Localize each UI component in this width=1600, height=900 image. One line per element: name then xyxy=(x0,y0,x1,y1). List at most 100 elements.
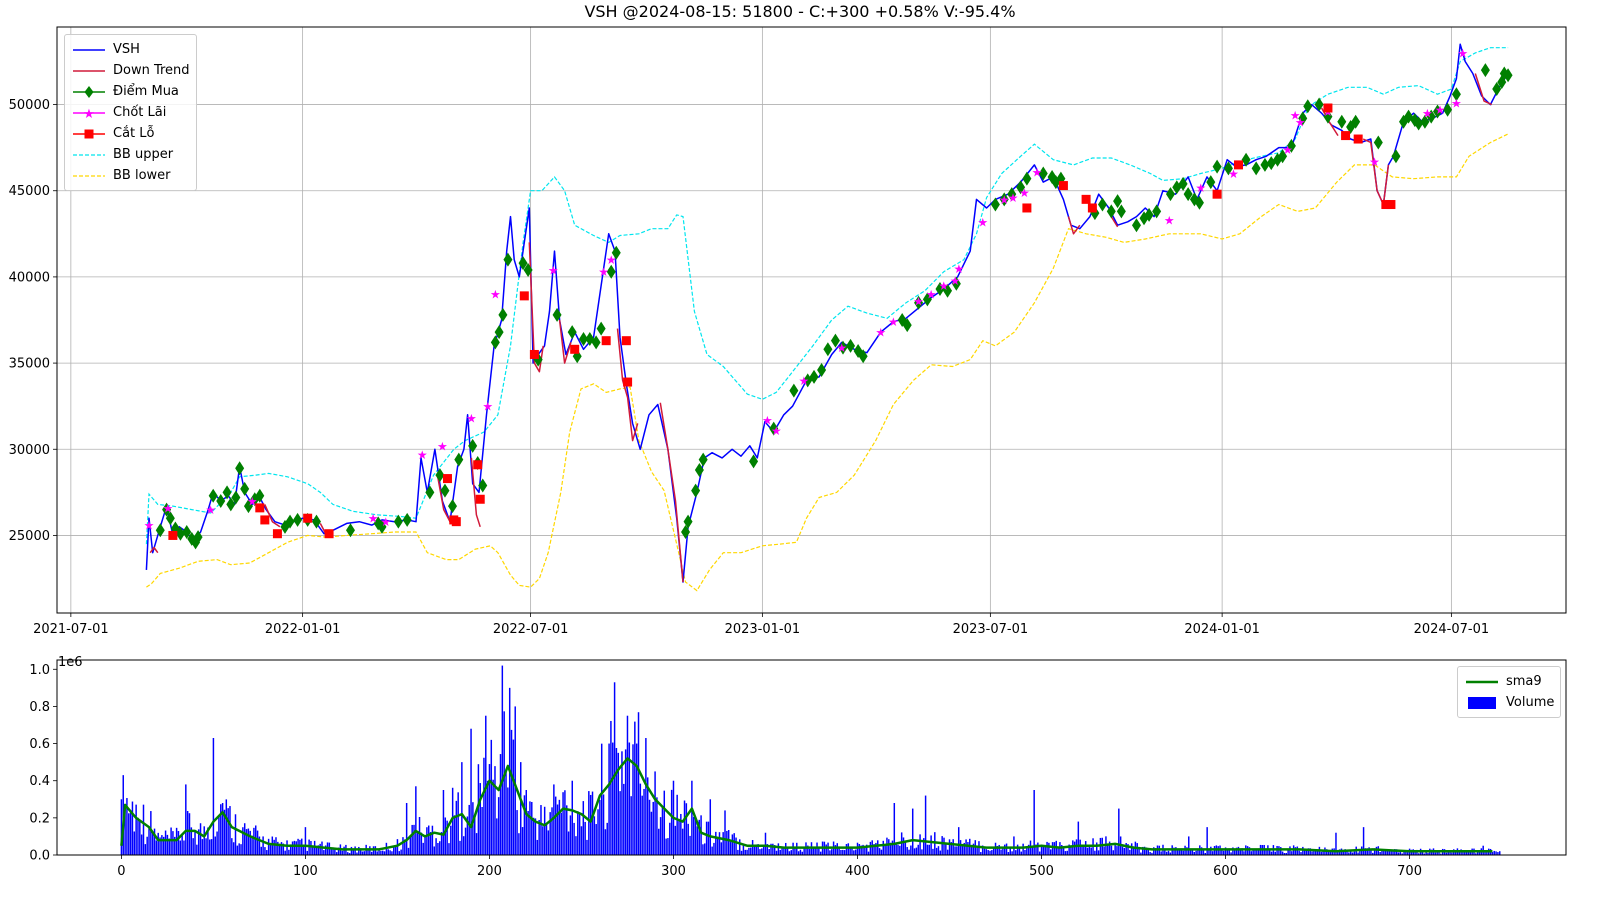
volume-bar xyxy=(1449,850,1451,855)
buy-point-marker xyxy=(999,192,1009,207)
legend-label: Điểm Mua xyxy=(113,84,179,99)
volume-bar xyxy=(249,830,251,855)
volume-bar xyxy=(133,831,136,855)
legend-item-buy: Điểm Mua xyxy=(71,81,190,102)
legend-diamond-icon xyxy=(71,85,107,99)
volume-bar xyxy=(525,790,527,855)
volume-bar xyxy=(1084,841,1087,855)
buy-point-marker xyxy=(1323,109,1333,124)
volume-bar xyxy=(687,823,689,855)
buy-point-marker xyxy=(1451,87,1461,102)
volume-bar xyxy=(501,665,504,855)
volume-bar xyxy=(860,845,862,855)
volume-bar xyxy=(319,843,321,855)
volume-bar xyxy=(475,833,478,855)
buy-point-marker xyxy=(1165,187,1175,202)
volume-bar xyxy=(705,821,708,855)
volume-bar xyxy=(234,814,237,855)
volume-bar xyxy=(472,802,474,855)
volume-bar xyxy=(446,820,448,855)
x-tick-label: 2024-07-01 xyxy=(1414,622,1490,637)
buy-point-marker xyxy=(345,523,355,538)
volume-bar xyxy=(891,840,894,855)
volume-bar xyxy=(181,835,183,855)
volume-bar xyxy=(1024,849,1026,855)
volume-bar xyxy=(1130,843,1133,855)
volume-y-tick-label: 0.6 xyxy=(29,737,50,752)
volume-bar xyxy=(961,845,964,855)
take-profit-marker: ★ xyxy=(490,288,501,302)
volume-bar xyxy=(873,844,875,855)
volume-bar xyxy=(323,850,325,855)
volume-bar xyxy=(1305,849,1308,855)
volume-bar xyxy=(492,779,494,855)
volume-bar xyxy=(750,847,752,855)
volume-bar xyxy=(768,849,770,855)
volume-bar xyxy=(773,845,776,855)
volume-bar xyxy=(1421,852,1424,855)
volume-bar xyxy=(900,832,903,855)
volume-bar xyxy=(1265,848,1267,855)
volume-bar xyxy=(1143,846,1146,855)
buy-point-marker xyxy=(393,514,403,529)
volume-bar xyxy=(201,839,204,855)
volume-bar xyxy=(1348,852,1350,855)
volume-bar xyxy=(1475,853,1477,855)
volume-bar xyxy=(888,839,890,855)
volume-bar xyxy=(1108,841,1111,855)
volume-bar xyxy=(1379,851,1381,855)
y-tick-label: 50000 xyxy=(9,98,50,113)
volume-bar xyxy=(1114,845,1116,855)
volume-bar xyxy=(168,838,170,855)
volume-bar xyxy=(229,806,231,855)
volume-bar xyxy=(724,810,726,855)
volume-bar xyxy=(661,806,664,855)
volume-bar xyxy=(1044,845,1046,855)
legend-item-volume: Volume xyxy=(1464,692,1554,713)
volume-bar xyxy=(814,847,816,855)
volume-bar xyxy=(1270,851,1273,855)
volume-y-tick-label: 0.0 xyxy=(29,849,50,864)
take-profit-marker: ★ xyxy=(598,265,609,279)
volume-bar xyxy=(889,842,892,855)
volume-bar xyxy=(1037,842,1039,855)
volume-bar xyxy=(578,814,581,855)
volume-bar xyxy=(207,827,209,855)
volume-bar xyxy=(1495,851,1497,855)
volume-bar xyxy=(1335,832,1337,855)
volume-bar xyxy=(838,846,840,855)
volume-bar xyxy=(1309,848,1311,855)
volume-bar xyxy=(186,811,189,855)
volume-bar xyxy=(1289,846,1291,855)
volume-bar xyxy=(1478,851,1481,855)
volume-bar xyxy=(547,830,550,855)
volume-bar xyxy=(1427,852,1429,855)
volume-bar xyxy=(286,840,288,855)
volume-bar xyxy=(354,846,356,855)
volume-bar xyxy=(1132,846,1135,855)
volume-bar xyxy=(387,849,389,855)
volume-bar xyxy=(146,836,148,855)
volume-bar xyxy=(915,847,918,855)
volume-bar xyxy=(727,830,730,855)
volume-bar xyxy=(238,843,240,855)
buy-point-marker xyxy=(448,499,458,514)
volume-bar xyxy=(667,838,669,855)
volume-bar xyxy=(306,850,309,855)
volume-bar xyxy=(1015,850,1017,855)
volume-bar xyxy=(1287,849,1289,855)
volume-bar xyxy=(505,771,507,855)
volume-bar xyxy=(473,815,476,855)
take-profit-marker: ★ xyxy=(1019,186,1030,200)
svg-text:★: ★ xyxy=(83,107,95,120)
volume-bar xyxy=(1211,851,1214,855)
volume-bar xyxy=(269,844,272,855)
x-tick-label: 2024-01-01 xyxy=(1184,622,1260,637)
volume-bar xyxy=(183,840,185,855)
volume-bar xyxy=(1399,852,1402,855)
volume-bar xyxy=(895,844,897,855)
volume-bar xyxy=(599,799,601,855)
volume-bar xyxy=(729,841,732,855)
volume-bar xyxy=(1193,851,1196,855)
